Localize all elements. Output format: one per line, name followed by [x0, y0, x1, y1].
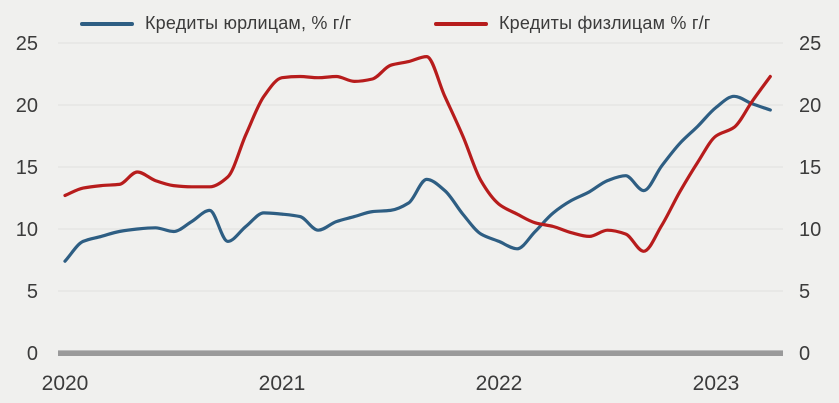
legend-item-corporate: Кредиты юрлицам, % г/г: [80, 13, 352, 34]
legend-label: Кредиты юрлицам, % г/г: [145, 13, 352, 33]
x-axis-label-year: 2020: [42, 372, 89, 395]
y-axis-label-right: 10: [799, 219, 821, 241]
x-axis-label-year: 2023: [693, 372, 740, 395]
y-axis-label-left: 15: [16, 157, 38, 179]
y-axis-label-right: 25: [799, 33, 821, 55]
y-axis-label-left: 20: [16, 95, 38, 117]
corporate-loans-line: [63, 94, 772, 263]
legend: Кредиты юрлицам, % г/г Кредиты физлицам %…: [0, 0, 839, 40]
retail-line-swatch: [434, 21, 488, 26]
zero-axis-line: [58, 350, 783, 356]
corporate-line-swatch: [80, 21, 134, 26]
y-axis-label-left: 10: [16, 219, 38, 241]
x-axis-label-year: 2022: [476, 372, 523, 395]
legend-item-retail: Кредиты физлицам % г/г: [434, 13, 711, 34]
x-axis-label-year: 2021: [259, 372, 306, 395]
y-axis-label-right: 15: [799, 157, 821, 179]
y-axis-label-right: 0: [799, 343, 810, 365]
y-axis-label-left: 25: [16, 33, 38, 55]
y-axis-label-right: 20: [799, 95, 821, 117]
y-axis-label-left: 0: [27, 343, 38, 365]
y-axis-label-left: 5: [27, 281, 38, 303]
y-axis-label-right: 5: [799, 281, 810, 303]
legend-label: Кредиты физлицам % г/г: [499, 13, 711, 33]
retail-loans-line: [63, 55, 772, 253]
